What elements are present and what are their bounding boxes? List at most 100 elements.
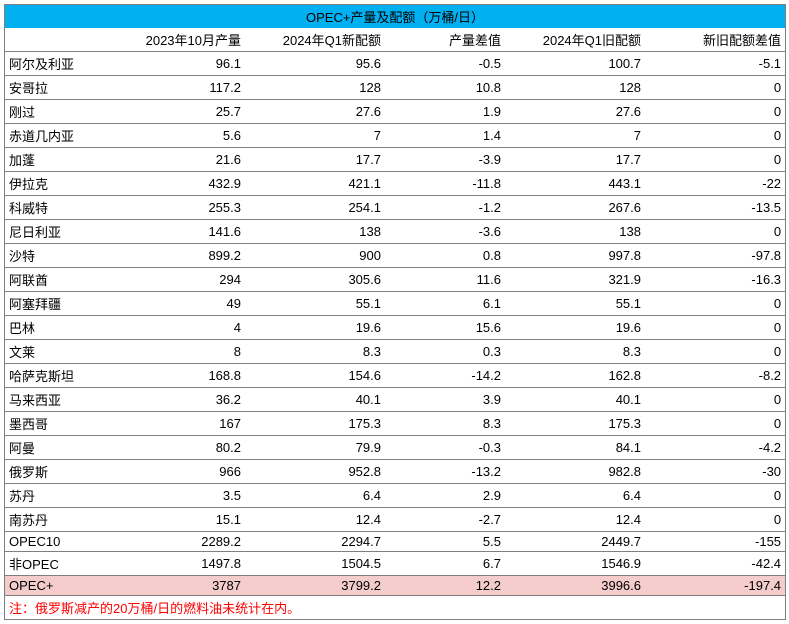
row-value: -0.5: [385, 52, 505, 76]
row-name: 墨西哥: [5, 412, 105, 436]
row-name: 尼日利亚: [5, 220, 105, 244]
total-row: OPEC+37873799.212.23996.6-197.4: [5, 576, 785, 596]
row-value: 175.3: [505, 412, 645, 436]
row-value: 100.7: [505, 52, 645, 76]
row-value: 0: [645, 508, 785, 532]
row-value: 8.3: [505, 340, 645, 364]
total-value: 12.2: [385, 576, 505, 596]
row-value: 36.2: [105, 388, 245, 412]
table-row: 沙特899.29000.8997.8-97.8: [5, 244, 785, 268]
title-row: OPEC+产量及配额（万桶/日）: [5, 5, 785, 28]
row-value: 15.1: [105, 508, 245, 532]
row-value: 3.5: [105, 484, 245, 508]
row-value: 168.8: [105, 364, 245, 388]
row-value: 8.3: [245, 340, 385, 364]
row-value: 162.8: [505, 364, 645, 388]
row-value: 0: [645, 292, 785, 316]
table-body: 阿尔及利亚96.195.6-0.5100.7-5.1安哥拉117.212810.…: [5, 52, 785, 620]
table-row: 科威特255.3254.1-1.2267.6-13.5: [5, 196, 785, 220]
row-value: -97.8: [645, 244, 785, 268]
row-value: 0: [645, 316, 785, 340]
note-text: 注：俄罗斯减产的20万桶/日的燃料油未统计在内。: [5, 596, 785, 620]
opec-table-container: OPEC+产量及配额（万桶/日） 2023年10月产量2024年Q1新配额产量差…: [4, 4, 786, 620]
row-value: 5.6: [105, 124, 245, 148]
row-value: 267.6: [505, 196, 645, 220]
row-value: 966: [105, 460, 245, 484]
row-value: -14.2: [385, 364, 505, 388]
row-value: 0: [645, 220, 785, 244]
table-row: 阿曼80.279.9-0.384.1-4.2: [5, 436, 785, 460]
row-value: -11.8: [385, 172, 505, 196]
row-value: 1.9: [385, 100, 505, 124]
row-name: 科威特: [5, 196, 105, 220]
table-row: 伊拉克432.9421.1-11.8443.1-22: [5, 172, 785, 196]
table-row: 巴林419.615.619.60: [5, 316, 785, 340]
row-value: -8.2: [645, 364, 785, 388]
row-value: 117.2: [105, 76, 245, 100]
row-value: 40.1: [505, 388, 645, 412]
row-value: 12.4: [505, 508, 645, 532]
row-value: 40.1: [245, 388, 385, 412]
table-row: 文莱88.30.38.30: [5, 340, 785, 364]
row-value: 11.6: [385, 268, 505, 292]
row-value: 80.2: [105, 436, 245, 460]
row-value: 175.3: [245, 412, 385, 436]
table-row: 赤道几内亚5.671.470: [5, 124, 785, 148]
table-row: 非OPEC1497.81504.56.71546.9-42.4: [5, 552, 785, 576]
header-col-3: 产量差值: [385, 28, 505, 52]
row-value: 7: [505, 124, 645, 148]
row-value: 443.1: [505, 172, 645, 196]
total-value: 3787: [105, 576, 245, 596]
header-name: [5, 28, 105, 52]
row-value: 294: [105, 268, 245, 292]
table-row: 南苏丹15.112.4-2.712.40: [5, 508, 785, 532]
row-value: -5.1: [645, 52, 785, 76]
row-value: 21.6: [105, 148, 245, 172]
header-col-2: 2024年Q1新配额: [245, 28, 385, 52]
row-name: 阿尔及利亚: [5, 52, 105, 76]
row-value: 4: [105, 316, 245, 340]
row-value: -0.3: [385, 436, 505, 460]
row-value: 6.1: [385, 292, 505, 316]
row-value: -22: [645, 172, 785, 196]
row-value: 1546.9: [505, 552, 645, 576]
row-value: 49: [105, 292, 245, 316]
total-value: 3799.2: [245, 576, 385, 596]
row-name: 阿曼: [5, 436, 105, 460]
row-value: 900: [245, 244, 385, 268]
table-row: 刚过25.727.61.927.60: [5, 100, 785, 124]
row-value: 17.7: [245, 148, 385, 172]
row-value: 2.9: [385, 484, 505, 508]
row-value: 432.9: [105, 172, 245, 196]
total-name: OPEC+: [5, 576, 105, 596]
row-value: 0: [645, 484, 785, 508]
row-value: 0: [645, 388, 785, 412]
row-value: 997.8: [505, 244, 645, 268]
row-name: 文莱: [5, 340, 105, 364]
header-row: 2023年10月产量2024年Q1新配额产量差值2024年Q1旧配额新旧配额差值: [5, 28, 785, 52]
header-col-5: 新旧配额差值: [645, 28, 785, 52]
row-name: 马来西亚: [5, 388, 105, 412]
row-value: 25.7: [105, 100, 245, 124]
row-value: -13.5: [645, 196, 785, 220]
row-value: 3.9: [385, 388, 505, 412]
row-value: 27.6: [245, 100, 385, 124]
row-value: 1504.5: [245, 552, 385, 576]
row-value: 0: [645, 340, 785, 364]
header-col-1: 2023年10月产量: [105, 28, 245, 52]
row-value: 19.6: [245, 316, 385, 340]
total-value: 3996.6: [505, 576, 645, 596]
row-value: 0: [645, 124, 785, 148]
row-value: 141.6: [105, 220, 245, 244]
table-row: 哈萨克斯坦168.8154.6-14.2162.8-8.2: [5, 364, 785, 388]
row-value: 12.4: [245, 508, 385, 532]
row-value: 6.4: [245, 484, 385, 508]
row-value: 96.1: [105, 52, 245, 76]
row-value: 79.9: [245, 436, 385, 460]
row-name: 巴林: [5, 316, 105, 340]
row-value: 899.2: [105, 244, 245, 268]
opec-table: OPEC+产量及配额（万桶/日） 2023年10月产量2024年Q1新配额产量差…: [5, 5, 785, 619]
table-row: 阿尔及利亚96.195.6-0.5100.7-5.1: [5, 52, 785, 76]
row-value: -4.2: [645, 436, 785, 460]
table-row: 加蓬21.617.7-3.917.70: [5, 148, 785, 172]
